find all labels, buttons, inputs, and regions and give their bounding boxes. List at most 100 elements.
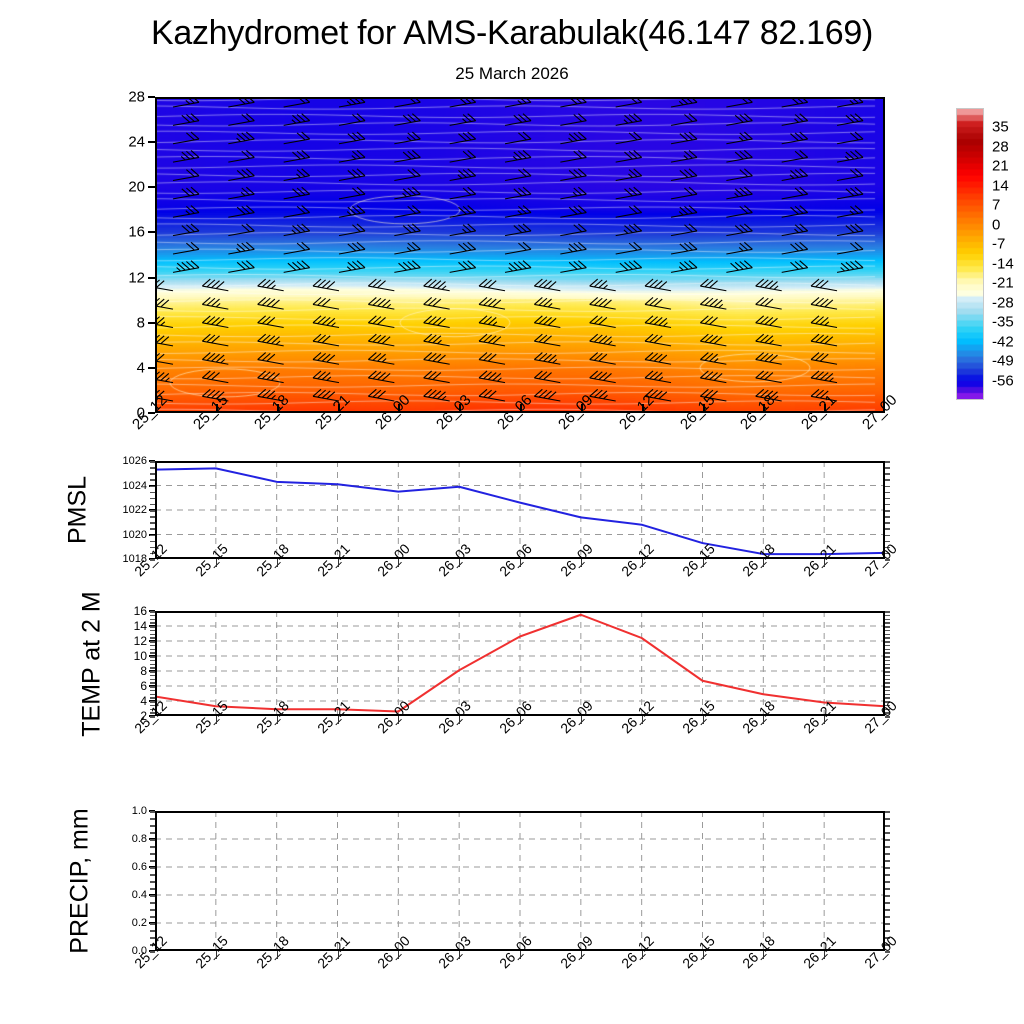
pmsl-minor-tick [885,552,890,555]
temp-at-2m-minor-tick [885,689,890,692]
pmsl-minor-tick [150,485,155,487]
temp-at-2m-xtick-mark [215,716,217,724]
precip-minor-tick [885,818,890,820]
main-ytick-20: 20 [128,178,145,196]
main-ytick-mark [148,186,155,189]
temp-at-2m-minor-tick [150,678,155,680]
pmsl-minor-tick [885,510,890,512]
pmsl-xtick-mark [824,559,826,567]
pmsl-ytick-1018: 1018 [122,553,147,565]
temp-at-2m-xtick-mark [276,716,278,724]
temp-at-2m-xtick-mark [520,716,521,724]
pmsl-minor-tick [885,522,890,524]
precip-xtick-mark [276,951,278,959]
temp-at-2m-minor-tick [150,693,155,695]
temp-at-2m-minor-tick [150,644,155,647]
temp-at-2m-minor-tick [150,704,155,707]
temp-at-2m-minor-tick [885,708,890,710]
pmsl-minor-tick [150,546,155,549]
pmsl-xtick-mark [702,559,704,567]
precip-minor-tick [885,888,890,890]
temp-at-2m-minor-tick [150,641,155,643]
precip-ytick-0.4: 0.4 [131,889,147,901]
precip-minor-tick [885,902,890,904]
precip-minor-tick [150,839,155,841]
temp-at-2m-minor-tick [885,641,890,643]
colorbar-label-1: 28 [992,138,1009,156]
precip-minor-tick [150,818,155,820]
temp-at-2m-ytick-6: 6 [140,679,147,693]
temp-at-2m-minor-tick [150,689,155,692]
precip-xtick-mark [520,951,521,959]
temp-at-2m-xtick-mark [459,716,461,724]
precip-minor-tick [885,832,890,834]
colorbar-label-11: -42 [992,333,1014,351]
pmsl-ytick-1024: 1024 [122,479,147,492]
main-xtick-mark [459,404,462,413]
temp-at-2m-minor-tick [885,682,890,684]
main-ytick-mark [148,366,155,369]
temp-at-2m-minor-tick [885,716,890,718]
contour-field [155,97,885,413]
temp-at-2m-minor-tick [885,671,890,673]
pmsl-minor-tick [885,540,890,543]
pmsl-minor-tick [885,479,890,481]
temp-at-2m-minor-tick [150,667,155,669]
main-ytick-mark [148,141,155,144]
precip-minor-tick [885,860,890,862]
pmsl-minor-tick [150,503,155,506]
pmsl-minor-tick [150,479,155,481]
precip-xtick-mark [824,951,826,959]
temp-at-2m-ytick-16: 16 [133,604,147,618]
precip-xtick-mark [215,951,217,959]
main-xtick-mark [580,404,583,413]
temp-at-2m-minor-tick [885,674,890,677]
pmsl-minor-tick [885,516,890,518]
precip-minor-tick [885,895,890,897]
precip-minor-tick [150,811,155,813]
colorbar-label-5: 0 [992,216,1001,234]
pmsl-minor-tick [150,559,155,561]
temp-at-2m-ytick-4: 4 [140,694,147,708]
temp-at-2m-minor-tick [885,633,890,635]
colorbar-label-12: -49 [992,352,1014,370]
temp-at-2m-minor-tick [885,618,890,620]
precip-minor-tick [885,916,890,918]
page-title: Kazhydromet for AMS-Karabulak(46.147 82.… [151,14,873,52]
temp-at-2m-minor-tick [885,693,890,695]
pmsl-ytick-1026: 1026 [122,455,147,467]
temp-at-2m-xtick-mark [580,716,582,724]
temp-at-2m-minor-tick [150,716,155,718]
precip-xtick-mark [641,951,643,959]
pmsl-minor-tick [885,559,890,561]
temp-at-2m-minor-tick [885,622,890,624]
temp-at-2m-minor-tick [150,701,155,703]
main-ytick-mark [148,276,155,279]
colorbar-gradient [956,108,984,400]
precip-minor-tick [150,930,155,932]
precip-xtick-mark [580,951,582,959]
colorbar-label-4: 7 [992,196,1001,214]
colorbar-label-2: 21 [992,157,1009,175]
pmsl-minor-tick [150,552,155,555]
precip-minor-tick [150,860,155,862]
pmsl-xtick-mark [337,559,339,567]
colorbar-label-9: -28 [992,294,1014,312]
precip-minor-tick [150,825,155,827]
precip-plot-panel [155,811,885,951]
temp-at-2m-minor-tick [885,629,890,632]
main-xtick-mark [824,404,827,413]
temp-at-2m-minor-tick [885,659,890,662]
temp-at-2m-minor-tick [885,614,890,617]
temp-at-2m-ytick-14: 14 [133,619,147,633]
pmsl-minor-tick [885,503,890,506]
temp-at-2m-minor-tick [150,686,155,688]
temp-at-2m-ytick-12: 12 [133,634,147,648]
precip-xtick-mark [398,951,400,959]
temp-at-2m-minor-tick [150,674,155,677]
precip-minor-tick [885,937,890,939]
pmsl-minor-tick [885,473,890,475]
temp-at-2m-minor-tick [150,626,155,628]
pmsl-ytick-1022: 1022 [122,504,147,516]
temp-at-2m-minor-tick [150,712,155,714]
